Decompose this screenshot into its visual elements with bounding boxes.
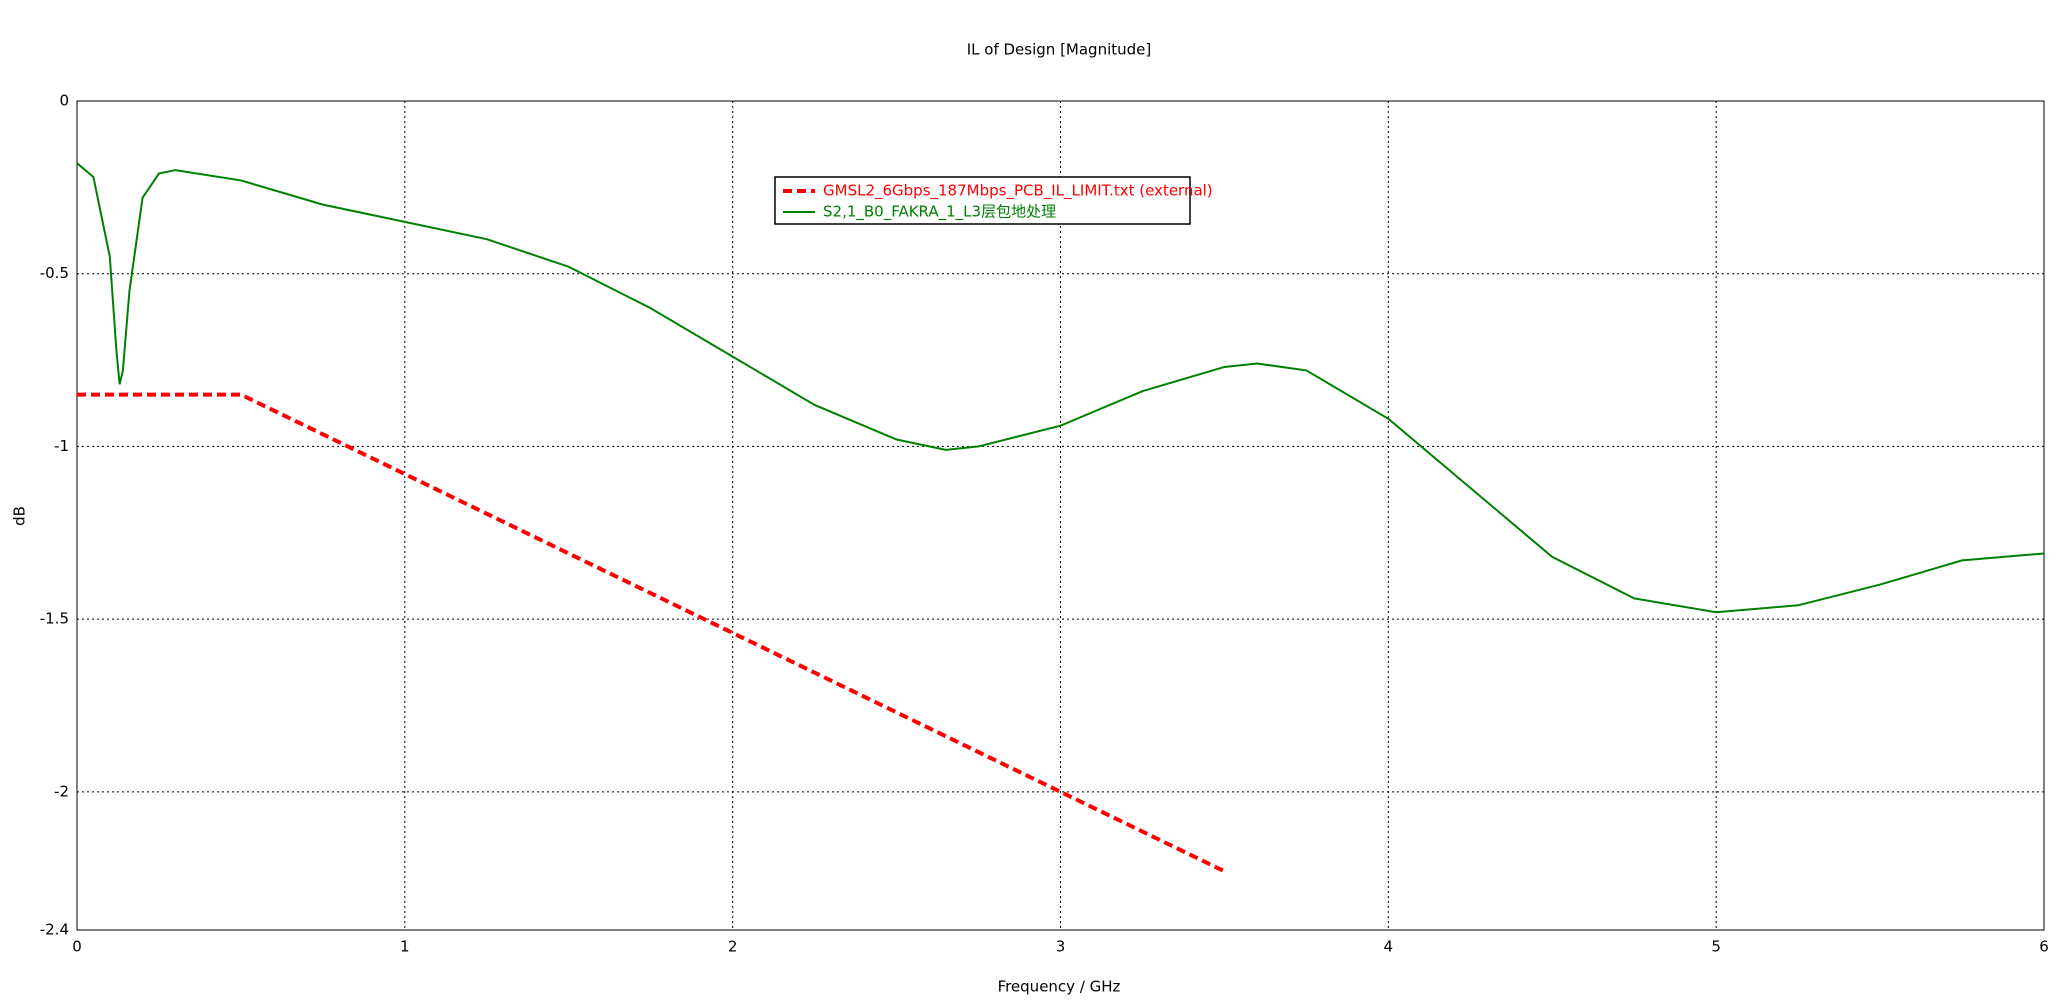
x-tick-label: 6: [2039, 938, 2049, 956]
y-tick-label: -2: [54, 782, 69, 800]
x-tick-label: 5: [1711, 938, 1721, 956]
legend-label: GMSL2_6Gbps_187Mbps_PCB_IL_LIMIT.txt (ex…: [823, 182, 1213, 201]
legend-box: [774, 176, 1191, 225]
y-tick-label: -2.4: [40, 921, 69, 939]
y-axis-label: dB: [11, 506, 29, 526]
y-tick-label: -1: [54, 437, 69, 455]
y-tick-label: -0.5: [40, 264, 69, 282]
x-tick-label: 3: [1056, 938, 1066, 956]
y-tick-label: -1.5: [40, 610, 69, 628]
x-tick-label: 0: [72, 938, 82, 956]
legend-label: S2,1_B0_FAKRA_1_L3层包地处理: [823, 203, 1056, 222]
x-tick-label: 1: [400, 938, 410, 956]
series-line: [77, 392, 1226, 874]
x-axis-label: Frequency / GHz: [998, 978, 1121, 996]
x-tick-label: 4: [1384, 938, 1394, 956]
series-line: [76, 162, 2045, 614]
y-tick-label: 0: [59, 92, 69, 110]
x-tick-label: 2: [728, 938, 738, 956]
chart-title: IL of Design [Magnitude]: [967, 41, 1152, 59]
plot-area: [76, 100, 2045, 931]
